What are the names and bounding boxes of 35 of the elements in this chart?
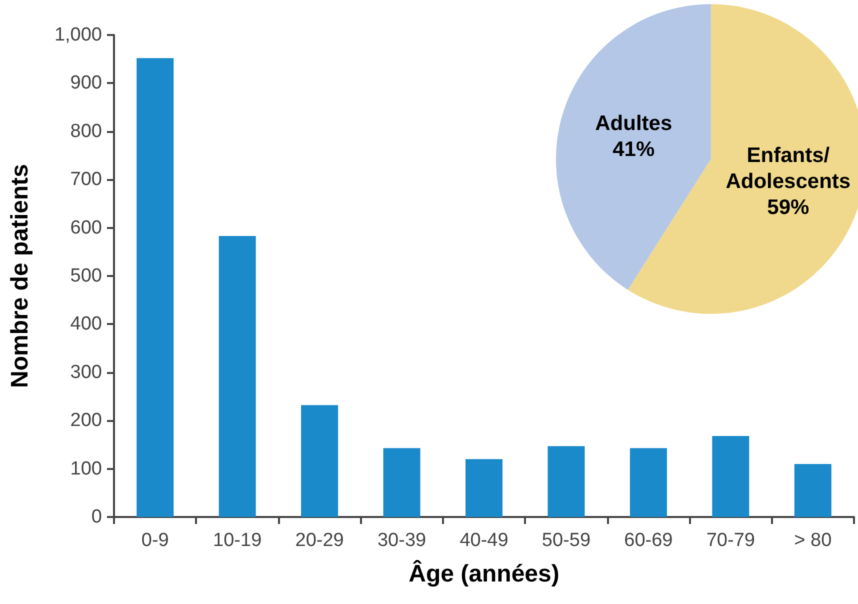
y-tick-label: 400 [70,314,102,335]
bar [548,446,585,517]
slice-label: Adultes [595,112,672,136]
y-tick-label: 1,000 [54,24,102,46]
x-tick-label: > 80 [794,530,832,551]
x-tick-label: 40-49 [460,530,508,551]
y-tick-label: 800 [70,120,102,142]
y-axis-title: Nombre de patients [6,164,34,388]
data-label: 41% [612,138,655,162]
bar [712,436,750,517]
bar [136,58,174,517]
y-tick-label: 0 [91,506,102,528]
bar [383,448,420,517]
bar [466,459,502,517]
bar [218,236,256,517]
y-tick-label: 700 [70,169,102,190]
x-tick-label: 50-59 [542,530,591,551]
x-tick-label: 70-79 [706,530,755,551]
y-tick-label: 100 [70,458,102,480]
x-tick-label: 0-9 [141,530,169,551]
x-tick-label: 10-19 [213,530,262,551]
y-tick-label: 200 [70,410,102,432]
bar [794,464,832,517]
slice-label: Enfants/ Adolescents [726,144,851,193]
y-tick-label: 300 [70,362,102,383]
bar [630,448,667,517]
y-tick-label: 500 [70,266,102,286]
data-label: 59% [767,196,810,219]
x-tick-label: 20-29 [295,530,344,551]
x-tick-label: 30-39 [377,530,426,551]
x-tick-label: 60-69 [624,530,673,551]
y-tick-label: 900 [70,72,102,94]
y-tick-label: 600 [70,217,102,238]
x-axis-title: Âge (années) [408,560,560,588]
bar [301,405,338,517]
